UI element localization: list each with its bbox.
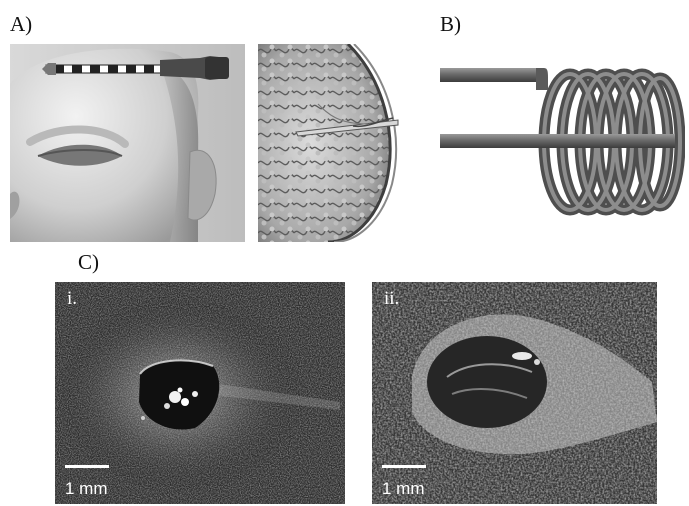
image-i-label: i. — [67, 288, 78, 309]
panel-c-label: C) — [78, 250, 99, 274]
coil-illustration — [440, 50, 685, 240]
microscopy-image-ii: ii. 1 mm — [372, 282, 657, 504]
microscopy-image-i: i. 1 mm — [55, 282, 345, 504]
head-illustration — [10, 44, 245, 242]
panel-b-label: B) — [440, 12, 461, 36]
image-ii-label: ii. — [384, 288, 400, 309]
scale-text-i: 1 mm — [65, 479, 108, 498]
scale-bar-i — [65, 465, 109, 468]
panel-a-label: A) — [10, 12, 33, 36]
brain-cross-section — [258, 44, 400, 242]
scale-bar-ii — [382, 465, 426, 468]
scale-text-ii: 1 mm — [382, 479, 425, 498]
